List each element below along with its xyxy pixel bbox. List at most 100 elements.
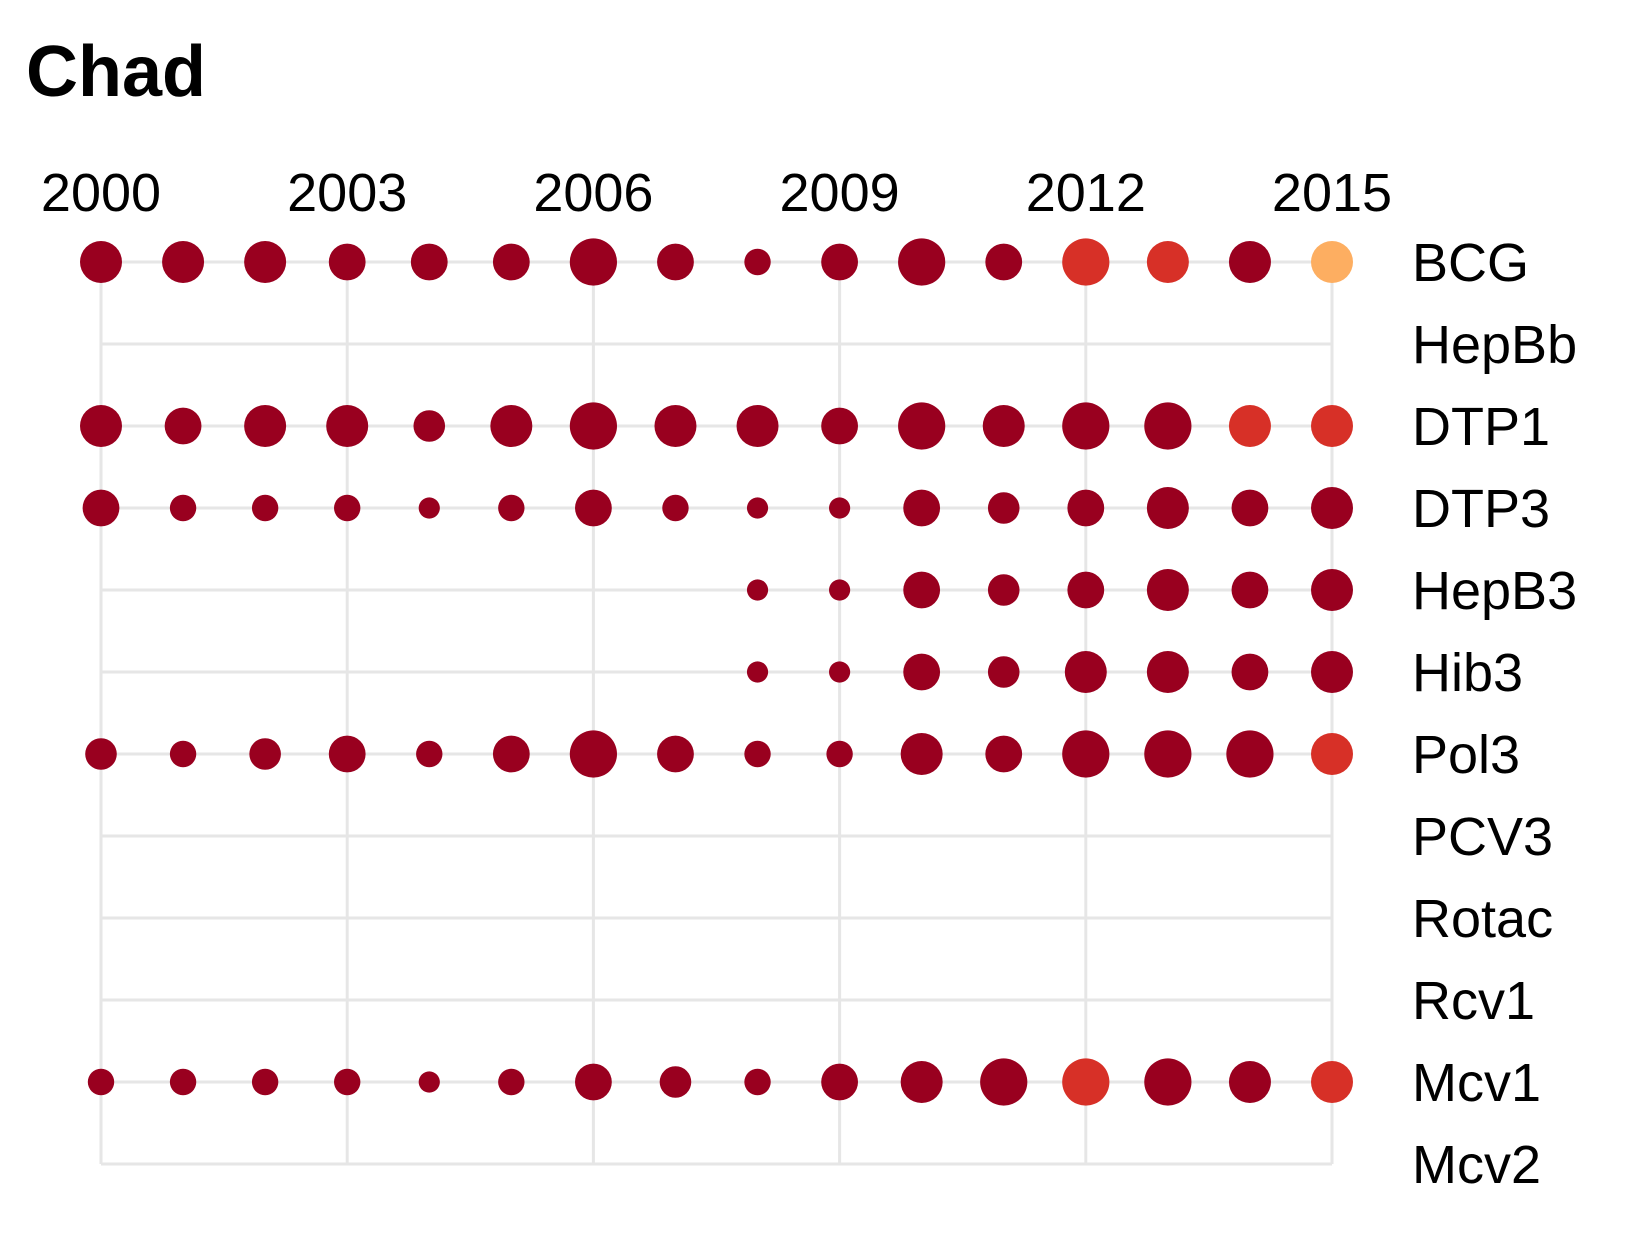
data-point — [490, 405, 533, 447]
data-point — [82, 489, 120, 527]
data-point — [746, 497, 769, 519]
data-point — [328, 735, 366, 773]
y-tick-label: Pol3 — [1412, 725, 1520, 785]
data-point — [244, 405, 287, 447]
data-point — [900, 733, 943, 775]
data-point — [418, 497, 440, 519]
data-point — [575, 1063, 612, 1101]
y-tick-label: Hib3 — [1412, 643, 1523, 703]
data-point — [569, 730, 618, 778]
data-point — [1146, 651, 1189, 693]
data-point — [1062, 402, 1110, 450]
data-point — [1146, 569, 1189, 611]
data-point — [1146, 241, 1189, 283]
x-tick-label: 2012 — [1026, 163, 1146, 223]
data-point — [829, 661, 851, 683]
data-point — [1062, 238, 1110, 286]
data-point — [334, 494, 361, 522]
data-point — [821, 243, 858, 281]
x-tick-label: 2000 — [41, 163, 161, 223]
y-tick-label: HepBb — [1412, 315, 1577, 375]
x-tick-label: 2003 — [287, 163, 407, 223]
y-tick-label: Mcv1 — [1412, 1053, 1541, 1113]
data-point — [898, 238, 946, 286]
data-point — [1311, 651, 1353, 693]
data-point — [418, 1071, 440, 1093]
y-tick-label: Rcv1 — [1412, 971, 1535, 1031]
data-point — [744, 740, 771, 768]
data-point — [1146, 487, 1189, 529]
chart-title: Chad — [26, 32, 206, 112]
data-point — [1231, 489, 1269, 527]
data-point — [492, 243, 530, 281]
data-point — [1228, 1061, 1271, 1103]
data-point — [985, 735, 1023, 773]
data-point — [736, 405, 779, 447]
data-point — [169, 494, 197, 522]
data-point — [334, 1068, 361, 1096]
data-point — [1144, 402, 1192, 450]
data-point — [982, 405, 1025, 447]
data-point — [498, 1068, 525, 1096]
data-point — [1062, 1058, 1110, 1106]
data-point — [900, 1061, 943, 1103]
data-point — [328, 243, 366, 281]
data-point — [249, 738, 281, 770]
data-point — [903, 489, 941, 527]
data-point — [575, 489, 612, 527]
data-point — [744, 1068, 771, 1096]
data-point — [654, 405, 697, 447]
data-point — [1067, 489, 1105, 527]
data-point — [662, 494, 689, 522]
x-tick-label: 2015 — [1272, 163, 1392, 223]
y-tick-label: Mcv2 — [1412, 1135, 1541, 1195]
y-tick-label: DTP1 — [1412, 397, 1550, 457]
data-point — [498, 494, 525, 522]
x-axis-ticks: 2000 2003 2006 2009 2012 2015 — [41, 163, 1392, 223]
data-point — [162, 241, 205, 283]
data-point — [1231, 653, 1269, 691]
data-point — [987, 574, 1020, 606]
data-point — [251, 494, 279, 522]
data-point — [821, 407, 858, 445]
data-point — [569, 238, 618, 286]
data-point — [898, 402, 946, 450]
data-point — [1311, 241, 1353, 283]
data-point — [821, 1063, 858, 1101]
data-point — [987, 656, 1020, 688]
x-tick-label: 2009 — [780, 163, 900, 223]
data-point — [657, 243, 694, 281]
data-point — [80, 241, 122, 283]
data-point — [1311, 1061, 1353, 1103]
data-point — [659, 1066, 692, 1098]
data-point — [829, 497, 851, 519]
y-tick-label: Rotac — [1412, 889, 1553, 949]
data-point — [1067, 571, 1105, 609]
data-point — [903, 571, 941, 609]
data-point — [1311, 405, 1353, 447]
y-axis-ticks: BCG HepBb DTP1 DTP3 HepB3 Hib3 Pol3 PCV3 Rotac Rc… — [1412, 233, 1577, 1195]
data-point — [829, 579, 851, 601]
y-tick-label: PCV3 — [1412, 807, 1553, 867]
data-point — [1228, 241, 1271, 283]
data-point — [492, 735, 530, 773]
data-point — [251, 1068, 279, 1096]
data-point — [169, 740, 197, 768]
data-point — [326, 405, 369, 447]
data-point — [1311, 569, 1353, 611]
data-point — [244, 241, 287, 283]
x-tick-label: 2006 — [533, 163, 653, 223]
data-point — [164, 407, 202, 445]
data-point — [985, 243, 1023, 281]
data-point — [746, 579, 769, 601]
data-point — [987, 492, 1020, 524]
grid-layer — [99, 260, 1334, 1166]
data-point — [1144, 730, 1192, 778]
data-point — [169, 1068, 197, 1096]
data-point — [1226, 730, 1274, 778]
y-tick-label: DTP3 — [1412, 479, 1550, 539]
y-tick-label: BCG — [1412, 233, 1529, 293]
data-point — [569, 402, 618, 450]
data-point — [416, 740, 443, 768]
data-point — [980, 1058, 1028, 1106]
